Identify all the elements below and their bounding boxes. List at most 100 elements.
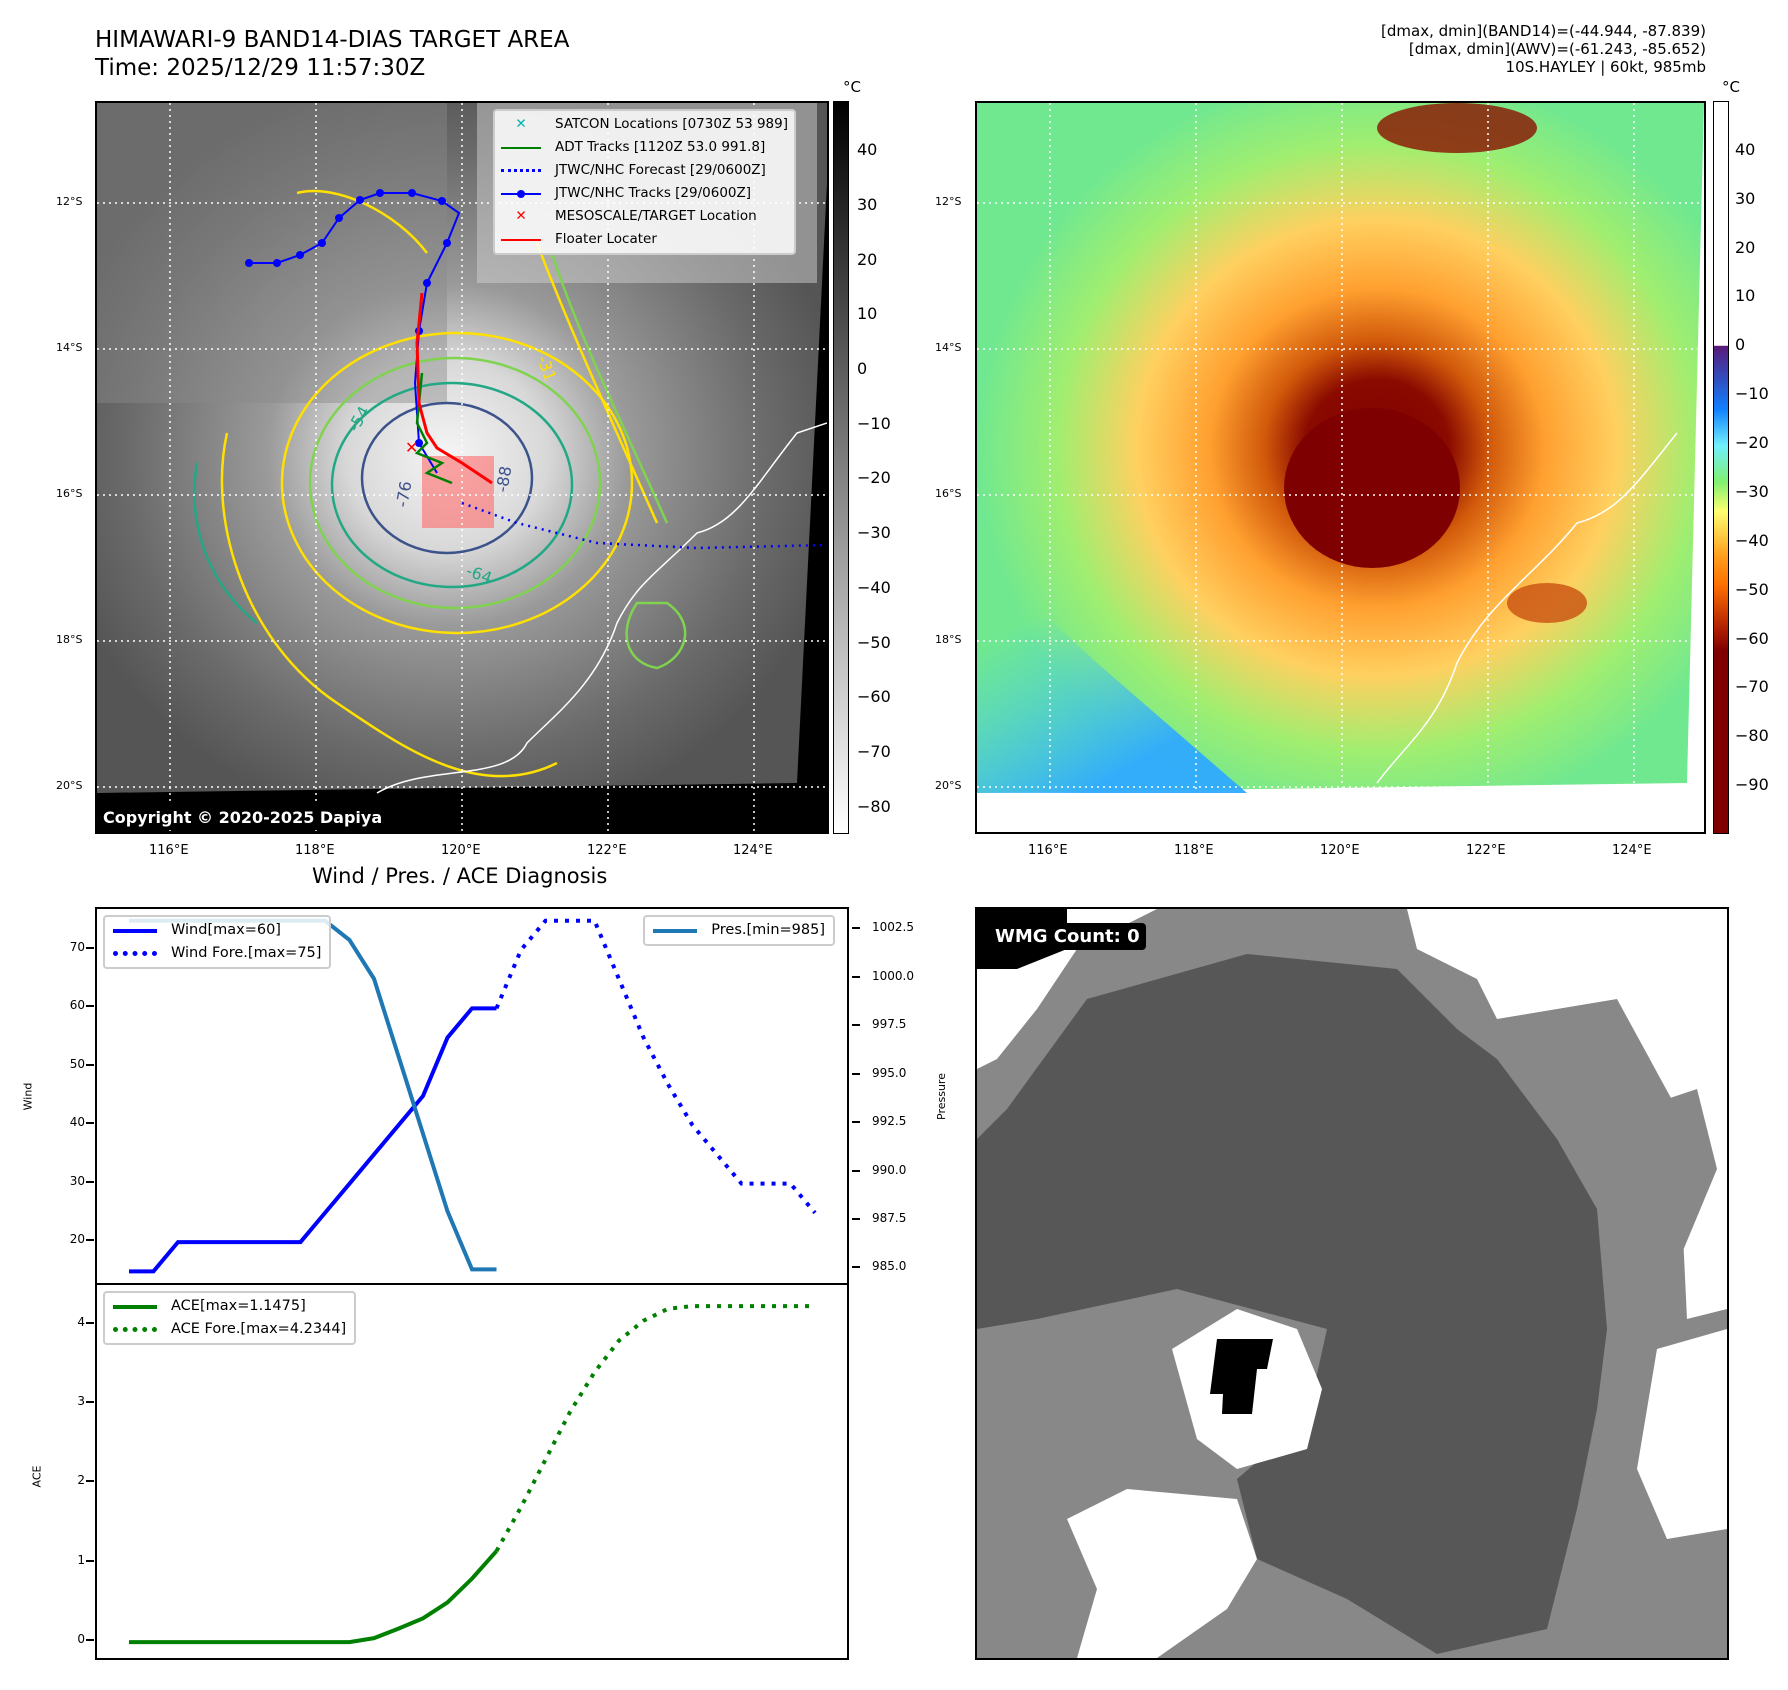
colorbar-tick: −20: [857, 468, 891, 488]
y-tick-mark: [852, 1266, 860, 1269]
dotted-blue-line-icon: [113, 951, 157, 956]
y-tick-label: 2: [77, 1473, 85, 1488]
y-tick-mark: [86, 1480, 94, 1483]
y-tick-mark: [852, 1121, 860, 1124]
y-tick-label: 20: [69, 1232, 85, 1247]
lat-tick: 14°S: [935, 341, 962, 354]
copyright-label: Copyright © 2020-2025 Dapiya: [99, 805, 387, 830]
colorbar-tick: −60: [1735, 628, 1769, 648]
ace-legend: ACE[max=1.1475] ACE Fore.[max=4.2344]: [103, 1291, 357, 1345]
awv-imagery: [977, 103, 1704, 832]
y-tick-mark: [852, 1217, 860, 1220]
contour-label: -76: [392, 480, 415, 509]
lat-tick: 14°S: [56, 341, 83, 354]
colorbar-tick: 20: [857, 249, 878, 269]
colorbar-tick: −60: [857, 687, 891, 707]
coastline: [376, 422, 827, 794]
legend-adt: ADT Tracks [1120Z 53.0 991.8]: [501, 136, 788, 159]
legend-forecast: JTWC/NHC Forecast [29/0600Z]: [501, 159, 788, 182]
y-tick-label: 990.0: [872, 1162, 907, 1177]
floater-track: [415, 292, 493, 485]
y-tick-label: 30: [69, 1173, 85, 1188]
colorbar-color-unit: °C: [1722, 78, 1740, 96]
colorbar-tick: 10: [1735, 286, 1756, 306]
wind-axis-label: Wind: [21, 1082, 35, 1111]
colorbar-tick: −20: [1735, 433, 1769, 453]
colorbar-tick: 40: [857, 140, 878, 160]
legend-tracks: JTWC/NHC Tracks [29/0600Z]: [501, 182, 788, 205]
lon-tick: 122°E: [1466, 843, 1506, 858]
storm-info: 10S.HAYLEY | 60kt, 985mb: [1505, 58, 1706, 76]
series-line-2: [129, 918, 497, 1272]
mesoscale-x-icon: ✕: [405, 438, 418, 457]
lat-tick: 20°S: [935, 779, 962, 792]
y-tick-mark: [86, 1122, 94, 1125]
y-tick-mark: [852, 1169, 860, 1172]
colorbar-tick: −40: [1735, 530, 1769, 550]
y-tick-label: 987.5: [872, 1210, 907, 1225]
colorbar-tick: −30: [857, 523, 891, 543]
red-line-icon: [501, 238, 541, 241]
colorbar-tick: 30: [1735, 188, 1756, 208]
wmg-grid: [977, 909, 1727, 1658]
y-tick-mark: [86, 1559, 94, 1562]
y-tick-label: 4: [77, 1314, 85, 1329]
lon-tick: 116°E: [149, 843, 189, 858]
lon-tick: 116°E: [1028, 843, 1068, 858]
lat-tick: 16°S: [935, 487, 962, 500]
lat-tick: 18°S: [56, 633, 83, 646]
contour-yellow: [280, 331, 634, 635]
y-tick-label: 992.5: [872, 1114, 907, 1129]
ace-axis-label: ACE: [30, 1465, 44, 1488]
lat-tick: 16°S: [56, 487, 83, 500]
y-tick-label: 60: [69, 998, 85, 1013]
colorbar-gray-unit: °C: [843, 78, 861, 96]
jtwc-forecast: [461, 501, 827, 550]
colorbar-tick: −70: [857, 741, 891, 761]
y-tick-mark: [86, 1005, 94, 1008]
solid-blue-line-icon: [113, 928, 157, 933]
awv-map: [975, 101, 1706, 834]
legend-pressure: Pres.[min=985]: [653, 919, 825, 942]
lon-tick: 124°E: [1612, 843, 1652, 858]
y-tick-label: 997.5: [872, 1017, 907, 1032]
y-tick-mark: [852, 927, 860, 930]
contour-label: -88: [492, 465, 515, 494]
ace-series-line-0: [129, 1549, 498, 1645]
map-gridlines: [977, 103, 1704, 832]
y-tick-mark: [852, 975, 860, 978]
colorbar-tick: −10: [1735, 384, 1769, 404]
colorbar-tick: −90: [1735, 775, 1769, 795]
contour-blue: [360, 401, 534, 555]
map-legend: ✕ SATCON Locations [0730Z 53 989] ADT Tra…: [493, 109, 796, 255]
y-tick-mark: [86, 1239, 94, 1242]
colorbar-gray: [833, 101, 849, 834]
y-tick-label: 995.0: [872, 1065, 907, 1080]
ace-chart: ACE[max=1.1475] ACE Fore.[max=4.2344]: [95, 1283, 849, 1660]
lat-tick: 20°S: [56, 779, 83, 792]
colorbar-tick: 40: [1735, 139, 1756, 159]
colorbar-tick: −10: [857, 413, 891, 433]
blue-line-dot-icon: [501, 189, 541, 198]
wind-pressure-chart: Wind[max=60] Wind Fore.[max=75] Pres.[mi…: [95, 907, 849, 1285]
colorbar-tick: 10: [857, 304, 878, 324]
page-title: HIMAWARI-9 BAND14-DIAS TARGET AREA Time: …: [95, 26, 569, 82]
ace-plot: [129, 1304, 815, 1645]
colorbar-tick: 30: [857, 194, 878, 214]
lon-tick: 120°E: [1320, 843, 1360, 858]
legend-wind: Wind[max=60]: [113, 919, 321, 942]
lon-tick: 118°E: [1174, 843, 1214, 858]
awv-stats: [dmax, dmin](AWV)=(-61.243, -85.652): [1408, 40, 1706, 58]
series-line-1: [494, 918, 817, 1215]
wmg-dark-region: [977, 954, 1607, 1654]
y-tick-label: 70: [69, 939, 85, 954]
y-tick-label: 0: [77, 1632, 85, 1647]
contour-green: [308, 356, 602, 610]
wind-legend: Wind[max=60] Wind Fore.[max=75]: [103, 915, 332, 969]
colorbar-color: [1713, 101, 1729, 834]
y-tick-label: 985.0: [872, 1259, 907, 1274]
colorbar-tick: −50: [857, 632, 891, 652]
wmg-eye: [1210, 1339, 1273, 1414]
pressure-axis-label: Pressure: [934, 1073, 948, 1120]
y-tick-mark: [86, 1063, 94, 1066]
